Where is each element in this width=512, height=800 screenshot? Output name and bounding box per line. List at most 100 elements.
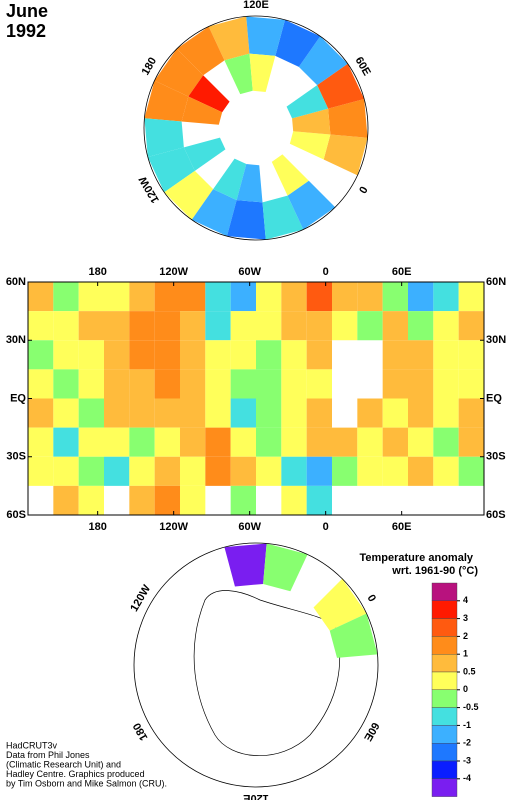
grid-cell [382,369,408,399]
polar-cell [224,543,267,587]
grid-cell [180,456,206,486]
grid-cell [256,398,282,428]
y-tick-label: 30S [486,451,506,463]
grid-cell [154,427,180,457]
polar-cell [246,16,285,56]
grid-cell [78,369,104,399]
legend-swatch [431,743,458,762]
title: 1992 [6,21,46,41]
grid-cell [408,282,434,312]
grid-cell [230,311,256,341]
grid-cell [306,340,332,370]
polar-frame [143,15,369,241]
antarctica-outline [193,590,340,756]
y-tick-label: EQ [10,392,26,404]
grid-cell [104,282,130,312]
y-tick-label: 60N [486,276,506,288]
grid-cell [129,456,155,486]
polar-cell [147,147,195,193]
grid-cell [53,311,79,341]
grid-cell [28,282,54,312]
polar-cell [181,96,223,125]
credit-line: HadCRUT3v [6,740,58,750]
legend-swatch [431,760,458,779]
grid-cell [332,456,358,486]
grid-cell [230,427,256,457]
legend-label: 0.5 [463,666,476,676]
grid-cell [281,369,307,399]
x-tick-label: 120W [159,266,188,278]
grid-cell [256,369,282,399]
grid-cell [28,427,54,457]
grid-cell [104,427,130,457]
polar-cell [287,180,336,230]
grid-cell [129,485,155,515]
grid-cell [458,369,484,399]
grid-cell [382,282,408,312]
grid-cell [408,456,434,486]
grid-cell [230,456,256,486]
grid-cell [154,282,180,312]
legend-label: 3 [463,613,468,623]
legend-swatch [431,778,458,797]
grid-cell [53,485,79,515]
grid-cell [458,282,484,312]
polar-cell [144,80,189,122]
polar-cell [188,75,230,113]
polar-tick-label: 120W [128,582,153,613]
grid-cell [129,340,155,370]
y-tick-label: 30N [486,334,506,346]
grid-cell [306,398,332,428]
x-tick-label: 0 [323,266,329,278]
grid-cell [180,369,206,399]
grid-cell [357,311,383,341]
grid-cell [458,427,484,457]
polar-tick-label: 120E [243,792,269,800]
grid-cell [180,282,206,312]
grid-cell [180,340,206,370]
grid-cell [458,398,484,428]
polar-tick-label: 120E [243,0,269,11]
grid-cell [433,427,459,457]
grid-cell [281,456,307,486]
grid-cell [382,398,408,428]
polar-cell [236,164,263,203]
polar-cell [191,189,237,237]
legend-swatch [431,671,458,690]
grid-cell [458,340,484,370]
polar-tick-label: 60E [361,720,381,743]
grid-cell [104,456,130,486]
legend-label: -2 [463,738,471,748]
grid-cell [357,427,383,457]
polar-cell [298,36,348,86]
grid-cell [230,282,256,312]
grid-cell [357,282,383,312]
legend-label: 0 [463,684,468,694]
polar-cell [144,118,184,157]
polar-cell [275,19,321,67]
grid-cell [357,456,383,486]
grid-cell [28,456,54,486]
legend-swatch [431,725,458,744]
grid-cell [78,485,104,515]
grid-cell [104,340,130,370]
grid-cell [256,311,282,341]
grid-cell [281,485,307,515]
y-tick-label: 30N [6,334,26,346]
polar-cell [154,48,204,97]
grid-cell [281,311,307,341]
y-tick-label: 30S [6,451,26,463]
x-tick-label: 60E [392,266,412,278]
polar-cell [292,108,331,135]
polar-tick-label: 180 [131,721,151,743]
legend-subtitle: wrt. 1961-90 (°C) [391,565,478,577]
polar-tick-label: 0 [356,184,369,195]
grid-cell [78,427,104,457]
legend-label: -1 [463,720,471,730]
polar-cell [289,131,331,160]
polar-frame [133,542,379,788]
grid-cell [129,398,155,428]
legend-swatch [431,636,458,655]
grid-cell [230,485,256,515]
legend-title: Temperature anomaly [359,552,473,564]
